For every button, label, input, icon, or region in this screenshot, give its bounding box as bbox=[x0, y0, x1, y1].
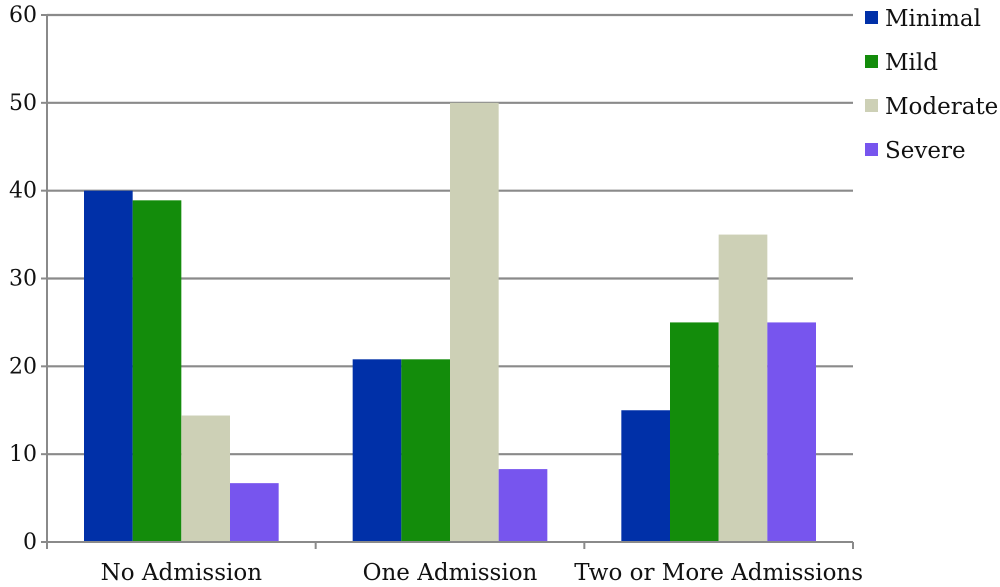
legend-swatch-mild bbox=[865, 55, 878, 68]
legend-label-minimal: Minimal bbox=[885, 6, 981, 32]
axes bbox=[41, 14, 854, 549]
y-axis-tick-labels: 0 10 20 30 40 50 60 bbox=[9, 3, 37, 555]
legend-label-mild: Mild bbox=[885, 50, 938, 76]
y-tick-label-30: 30 bbox=[9, 267, 37, 292]
bar-mild-two-or-more-admissions bbox=[670, 322, 719, 542]
x-category-label-no-admission: No Admission bbox=[101, 560, 263, 586]
bar-moderate-two-or-more-admissions bbox=[718, 234, 768, 543]
x-category-label-two-or-more-admissions: Two or More Admissions bbox=[574, 560, 863, 586]
y-tick-label-40: 40 bbox=[9, 179, 37, 204]
bar-mild-one-admission bbox=[401, 359, 450, 542]
x-category-label-one-admission: One Admission bbox=[363, 560, 538, 586]
bar-moderate-no-admission bbox=[181, 415, 230, 542]
legend-swatch-moderate bbox=[865, 99, 878, 112]
y-tick-label-10: 10 bbox=[9, 442, 37, 467]
y-tick-label-0: 0 bbox=[23, 530, 37, 555]
y-tick-label-60: 60 bbox=[9, 3, 37, 28]
bar-moderate-one-admission bbox=[450, 102, 499, 542]
bar-severe-no-admission bbox=[230, 483, 279, 542]
bar-minimal-no-admission bbox=[84, 190, 133, 542]
bar-severe-two-or-more-admissions bbox=[767, 322, 816, 542]
y-tick-label-50: 50 bbox=[9, 91, 37, 116]
y-tick-label-20: 20 bbox=[9, 354, 37, 379]
x-axis-category-labels: No Admission One Admission Two or More Adm… bbox=[101, 560, 863, 586]
bar-minimal-two-or-more-admissions bbox=[621, 410, 670, 542]
legend-label-severe: Severe bbox=[885, 138, 966, 164]
legend-swatch-severe bbox=[865, 143, 878, 156]
bars bbox=[84, 102, 816, 543]
legend: Minimal Mild Moderate Severe bbox=[865, 6, 998, 164]
legend-swatch-minimal bbox=[865, 11, 878, 24]
legend-label-moderate: Moderate bbox=[885, 94, 998, 120]
bar-severe-one-admission bbox=[498, 469, 548, 542]
bar-minimal-one-admission bbox=[352, 359, 402, 542]
bar-mild-no-admission bbox=[132, 200, 182, 542]
